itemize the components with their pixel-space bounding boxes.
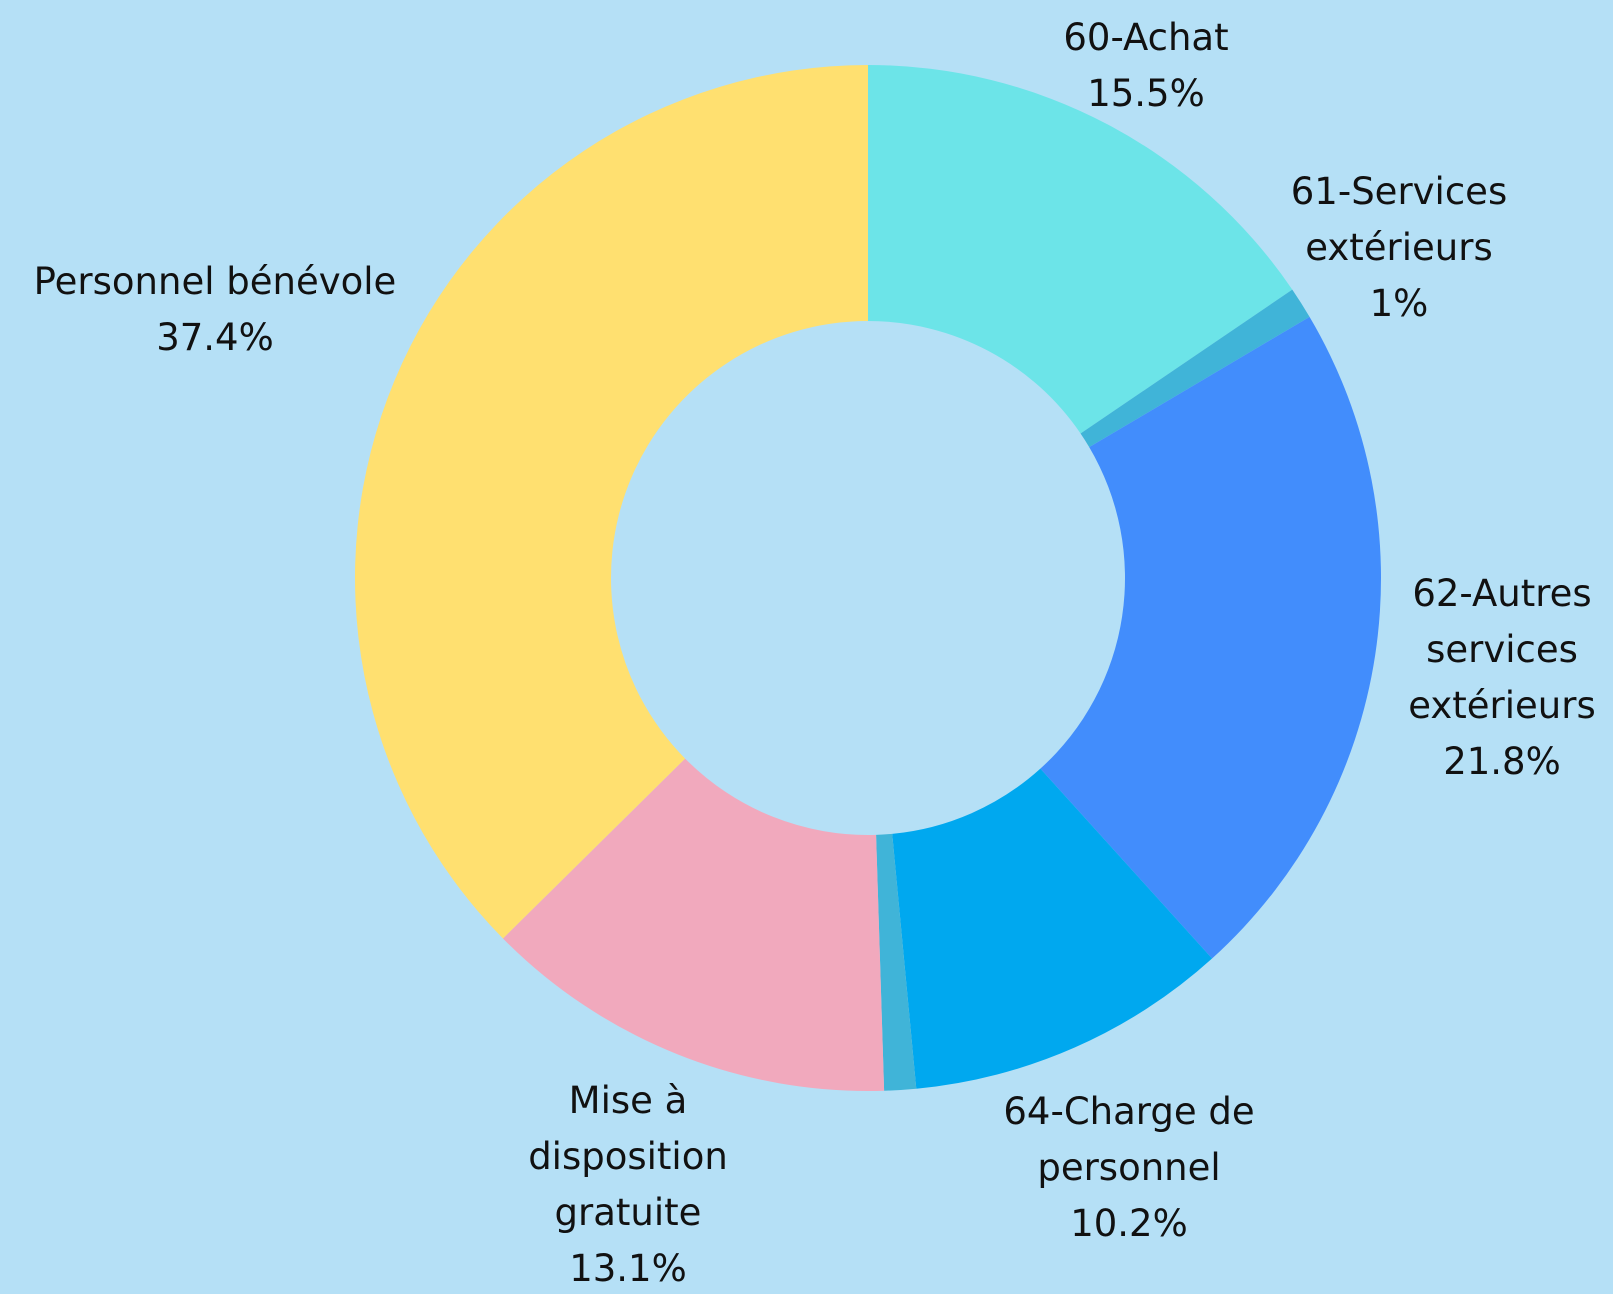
slice-label-6-line-0: Personnel bénévole <box>34 260 397 303</box>
slice-label-1-line-2: 1% <box>1370 282 1429 325</box>
slice-label-6: Personnel bénévole 37.4% <box>34 260 397 359</box>
slice-label-2-line-0: 62-Autres <box>1412 572 1591 615</box>
slice-label-5: Mise à disposition gratuite 13.1% <box>528 1079 728 1290</box>
slice-label-3-line-1: personnel <box>1037 1146 1220 1189</box>
slice-label-0-line-0: 60-Achat <box>1063 16 1228 59</box>
slice-label-5-line-2: gratuite <box>555 1191 702 1234</box>
slice-label-6-line-1: 37.4% <box>156 316 274 359</box>
slice-label-3: 64-Charge de personnel 10.2% <box>1003 1090 1254 1245</box>
slices-group <box>354 65 1382 1091</box>
slice-label-5-line-1: disposition <box>528 1135 728 1178</box>
slice-label-1-line-0: 61-Services <box>1291 170 1507 213</box>
donut-slice-2 <box>1040 316 1382 959</box>
slice-label-3-line-2: 10.2% <box>1070 1202 1188 1245</box>
donut-slice-1 <box>1080 289 1310 448</box>
slice-label-2-line-1: services <box>1426 628 1578 671</box>
donut-slice-3 <box>892 768 1213 1089</box>
slice-label-1-line-1: extérieurs <box>1305 226 1492 269</box>
slice-label-2-line-2: extérieurs <box>1408 684 1595 727</box>
donut-slice-6 <box>354 65 868 939</box>
slice-label-1: 61-Services extérieurs 1% <box>1291 170 1507 325</box>
slice-label-0-line-1: 15.5% <box>1087 72 1205 115</box>
slice-label-0: 60-Achat 15.5% <box>1063 16 1228 115</box>
slice-label-2-line-3: 21.8% <box>1443 740 1561 783</box>
labels-group: 60-Achat 15.5% 61-Services extérieurs 1% 62-A… <box>34 16 1596 1290</box>
slice-label-5-line-0: Mise à <box>569 1079 688 1122</box>
slice-label-5-line-3: 13.1% <box>569 1247 687 1290</box>
donut-slice-5 <box>502 758 885 1091</box>
donut-slice-0 <box>868 65 1293 434</box>
donut-slice-4 <box>876 833 917 1091</box>
slice-label-2: 62-Autres services extérieurs 21.8% <box>1408 572 1595 783</box>
slice-label-3-line-0: 64-Charge de <box>1003 1090 1254 1133</box>
